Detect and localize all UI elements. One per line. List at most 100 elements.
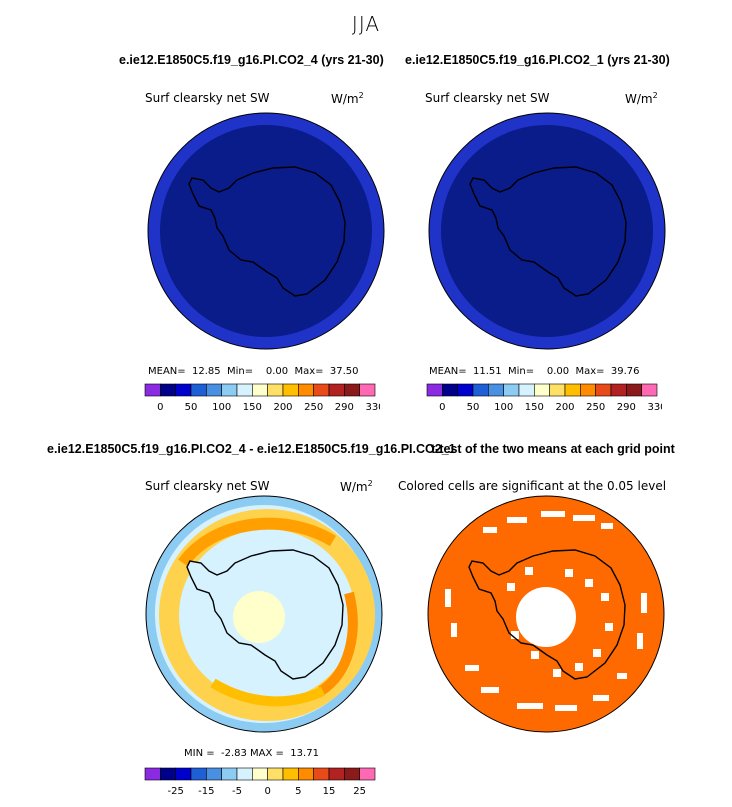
panel1-max-value: 37.50 (329, 366, 359, 377)
panel1-colorbar-swatch (344, 383, 360, 397)
panel2-colorbar-swatch (610, 383, 627, 397)
panel3-colorbar-swatch (252, 767, 268, 781)
panel4-pole-insignificant (516, 587, 576, 647)
panel3-colorbar-swatch (313, 767, 330, 781)
panel4-insignificant-cells (445, 511, 647, 711)
panel1-colorbar-swatch (252, 383, 268, 397)
panel3-min-value: -2.83 (220, 748, 247, 759)
panel1-antarctica-coastline (188, 166, 346, 297)
panel1-colorbar-swatch (160, 383, 176, 397)
panel2-colorbar-swatch (534, 383, 550, 397)
panel3-hot-band-north (178, 517, 337, 567)
panel3-colorbar-swatch (267, 767, 284, 781)
panel2-colorbar-swatch (472, 383, 489, 397)
panel4-cell (517, 703, 543, 709)
panel4-cell (593, 649, 601, 657)
panel2-colorbar-tick-label: 290 (617, 402, 636, 413)
panel4-cell (531, 651, 539, 659)
panel2-stats: MEAN= 11.51 Min= 0.00 Max= 39.76 (429, 366, 640, 377)
panel3-max-value: 13.71 (290, 748, 319, 759)
panel2-colorbar-swatch (503, 383, 520, 397)
panel1-min-value: 0.00 (265, 366, 289, 377)
panel2-colorbar-tick-label: 0 (439, 402, 445, 413)
panel2-colorbar-tick-label: 250 (586, 402, 605, 413)
panel3-colorbar-tick-label: -15 (198, 786, 214, 797)
ttest-title: t-test of the two means at each grid poi… (431, 442, 675, 456)
panel1-units: W/m2 (331, 91, 364, 106)
panel3-hot-band-east (318, 591, 358, 696)
panel4-cell (483, 527, 497, 533)
panel1-colorbar-swatch (175, 383, 192, 397)
panel4-cell (507, 517, 527, 523)
panel4-map (427, 495, 665, 733)
panel1-max-label: Max= (294, 366, 324, 377)
panel3-units-exp: 2 (367, 479, 373, 488)
panel4-cell (507, 583, 515, 591)
panel3-hot-band-south (210, 678, 326, 707)
panel3-colorbar-swatch (175, 767, 192, 781)
panel1-colorbar-swatch (190, 383, 207, 397)
panel3-map-border (145, 495, 383, 733)
panel3-max-label: MAX = (250, 748, 284, 759)
panel1-colorbar-tick-label: 250 (304, 402, 323, 413)
panel4-cell (575, 663, 583, 671)
panel1-inner-field (160, 125, 372, 337)
panel1-units-text: W/m (331, 92, 359, 106)
panel2-colorbar-tick-label: 200 (555, 402, 574, 413)
panel3-units: W/m2 (340, 479, 373, 494)
panel3-colorbar-swatch (221, 767, 238, 781)
panel2-colorbar-swatch (488, 383, 504, 397)
panel3-colorbar-tick-label: 15 (323, 786, 336, 797)
panel3-antarctica-coastline (186, 549, 344, 680)
panel2-inner-field (441, 125, 653, 337)
panel2-min-label: Min= (508, 366, 535, 377)
panel4-cell (465, 665, 479, 671)
panel4-field-label: Colored cells are significant at the 0.0… (398, 479, 667, 493)
panel3-field-label: Surf clearsky net SW (145, 479, 270, 493)
panel2-colorbar-swatch (580, 383, 596, 397)
panel1-min-label: Min= (227, 366, 254, 377)
panel1-mean-label: MEAN= (148, 366, 186, 377)
difference-title: e.ie12.E1850C5.f19_g16.PI.CO2_4 - e.ie12… (47, 442, 456, 456)
panel3-colorbar-swatch (160, 767, 176, 781)
panel1-colorbar-tick-label: 0 (157, 402, 163, 413)
panel2-colorbar-tick-label: 50 (467, 402, 480, 413)
panel1-colorbar-tick-label: 200 (273, 402, 292, 413)
panel1-colorbar-tick-label: 50 (185, 402, 198, 413)
panel4-cell (601, 523, 613, 529)
panel2-mean-label: MEAN= (429, 366, 467, 377)
panel3-colorbar-tick-label: -25 (167, 786, 183, 797)
panel1-colorbar-swatch (282, 383, 299, 397)
panel3-min-label: MIN = (184, 748, 215, 759)
panel3-colorbar-swatch (298, 767, 314, 781)
panel3-stats: MIN = -2.83 MAX = 13.71 (184, 748, 319, 759)
panel3-colorbar-swatch (144, 767, 161, 781)
panel3-colorbar-tick-label: 25 (353, 786, 366, 797)
panel4-cell (573, 515, 595, 521)
panel2-mean-value: 11.51 (473, 366, 502, 377)
panel3-map (145, 495, 383, 733)
panel2-colorbar-swatch (626, 383, 642, 397)
panel4-cell (637, 633, 643, 649)
panel1-map (147, 112, 385, 350)
panel1-colorbar-swatch (359, 383, 376, 397)
panel4-cell (585, 579, 593, 587)
panel4-cell (555, 705, 577, 711)
panel1-colorbar-swatch (236, 383, 253, 397)
panel3-colorbar-swatch (206, 767, 222, 781)
panel2-colorbar: 0 50 100 150 200 250 290 330 (426, 383, 662, 413)
panel1-colorbar-swatch (298, 383, 314, 397)
panel1-colorbar-tick-label: 330 (365, 402, 380, 413)
panel2-colorbar-swatch (426, 383, 443, 397)
panel4-cell (617, 673, 627, 679)
panel4-cell (451, 623, 457, 637)
panel1-stats: MEAN= 12.85 Min= 0.00 Max= 37.50 (148, 366, 359, 377)
panel1-colorbar-swatch (221, 383, 238, 397)
panel1-colorbar-swatch (206, 383, 222, 397)
panel2-colorbar-swatch (641, 383, 658, 397)
panel2-colorbar-swatch (564, 383, 581, 397)
panel4-antarctica-coastline (468, 549, 626, 680)
panel2-max-value: 39.76 (610, 366, 640, 377)
panel3-colorbar: -25 -15 -5 0 5 15 25 (144, 767, 376, 797)
panel3-colorbar-tick-label: 5 (295, 786, 301, 797)
